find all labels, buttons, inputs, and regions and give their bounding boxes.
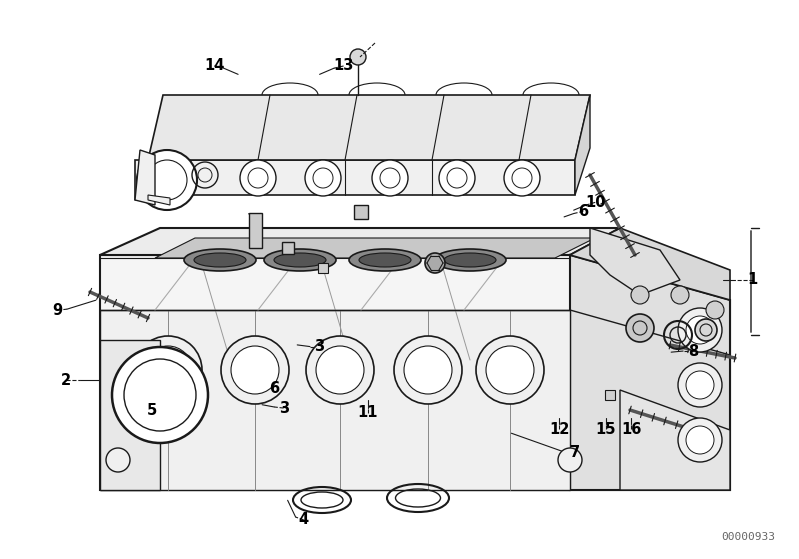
Ellipse shape xyxy=(486,346,534,394)
Polygon shape xyxy=(570,255,730,490)
Circle shape xyxy=(372,160,408,196)
Ellipse shape xyxy=(274,253,326,267)
Text: 3: 3 xyxy=(315,339,324,354)
Ellipse shape xyxy=(221,336,289,404)
Circle shape xyxy=(439,160,475,196)
Polygon shape xyxy=(620,390,730,490)
Polygon shape xyxy=(249,213,262,248)
Polygon shape xyxy=(100,340,160,490)
Circle shape xyxy=(106,448,130,472)
Circle shape xyxy=(686,426,714,454)
Polygon shape xyxy=(354,205,368,219)
Ellipse shape xyxy=(316,346,364,394)
Text: 00000933: 00000933 xyxy=(721,532,775,542)
Text: 1: 1 xyxy=(748,272,757,287)
Ellipse shape xyxy=(476,336,544,404)
Text: 2: 2 xyxy=(62,373,71,387)
Text: 16: 16 xyxy=(621,422,642,437)
Circle shape xyxy=(504,160,540,196)
Text: 13: 13 xyxy=(333,59,354,73)
Circle shape xyxy=(240,160,276,196)
Text: 6: 6 xyxy=(269,381,279,396)
Ellipse shape xyxy=(306,336,374,404)
Text: 15: 15 xyxy=(595,422,616,437)
Circle shape xyxy=(631,286,649,304)
Polygon shape xyxy=(100,228,620,255)
Circle shape xyxy=(305,160,341,196)
Text: 12: 12 xyxy=(549,422,570,437)
Circle shape xyxy=(671,286,689,304)
Ellipse shape xyxy=(194,253,246,267)
Ellipse shape xyxy=(444,253,496,267)
Circle shape xyxy=(137,150,197,210)
Circle shape xyxy=(678,363,722,407)
Circle shape xyxy=(558,448,582,472)
Polygon shape xyxy=(148,95,590,160)
Text: 3: 3 xyxy=(279,401,288,415)
Ellipse shape xyxy=(231,346,279,394)
Polygon shape xyxy=(318,263,328,273)
Polygon shape xyxy=(148,195,170,205)
Circle shape xyxy=(626,314,654,342)
Ellipse shape xyxy=(184,249,256,271)
Text: 7: 7 xyxy=(570,446,580,460)
Polygon shape xyxy=(282,242,294,254)
Text: 6: 6 xyxy=(578,204,588,219)
Text: 9: 9 xyxy=(53,303,62,318)
Circle shape xyxy=(706,301,724,319)
Text: 14: 14 xyxy=(204,59,225,73)
Polygon shape xyxy=(605,390,615,400)
Text: 11: 11 xyxy=(357,405,378,420)
Circle shape xyxy=(686,316,714,344)
Circle shape xyxy=(695,319,717,341)
Circle shape xyxy=(425,253,445,273)
Text: 10: 10 xyxy=(585,195,606,210)
Text: 8: 8 xyxy=(689,344,698,358)
Polygon shape xyxy=(148,160,575,195)
Polygon shape xyxy=(100,255,730,490)
Ellipse shape xyxy=(434,249,506,271)
Polygon shape xyxy=(575,95,590,195)
Polygon shape xyxy=(100,310,570,490)
Ellipse shape xyxy=(359,253,411,267)
Ellipse shape xyxy=(394,336,462,404)
Text: 4: 4 xyxy=(299,513,308,527)
Polygon shape xyxy=(135,160,148,200)
Circle shape xyxy=(678,308,722,352)
Circle shape xyxy=(112,347,208,443)
Circle shape xyxy=(678,418,722,462)
Ellipse shape xyxy=(404,346,452,394)
Polygon shape xyxy=(155,238,595,258)
Polygon shape xyxy=(135,150,155,205)
Polygon shape xyxy=(590,228,680,295)
Text: 5: 5 xyxy=(147,404,157,418)
Ellipse shape xyxy=(264,249,336,271)
Circle shape xyxy=(686,371,714,399)
Ellipse shape xyxy=(144,346,192,394)
Ellipse shape xyxy=(349,249,421,271)
Ellipse shape xyxy=(134,336,202,404)
Polygon shape xyxy=(570,228,730,300)
Circle shape xyxy=(350,49,366,65)
